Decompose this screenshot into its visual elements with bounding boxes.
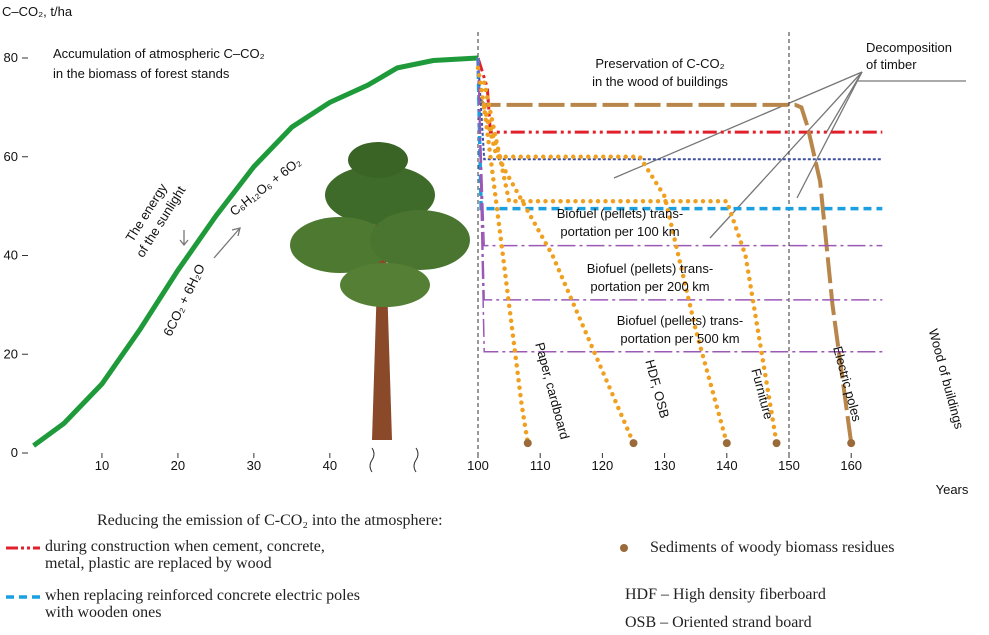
page: C–CO₂, t/ha Years 0 20 40 60 80 10 20 30 40 100 110 1…	[0, 0, 989, 635]
x-tick-label: 160	[840, 458, 862, 473]
x-tick-label: 10	[95, 458, 109, 473]
legend-swatch	[6, 592, 40, 602]
residue-point	[524, 439, 532, 447]
x-tick-label: 110	[530, 458, 551, 473]
x-tick-label: 120	[592, 458, 614, 473]
y-tick-label: 80	[4, 50, 18, 65]
x-tick-label: 30	[247, 458, 261, 473]
legend-entry: during construction when cement, concret…	[45, 538, 345, 572]
note: HDF – High density fiberboard	[625, 586, 826, 603]
legend-entry: Sediments of woody biomass residues	[650, 539, 894, 556]
legend-swatch	[6, 543, 40, 553]
tree-crown	[370, 210, 470, 270]
energy-arrow	[180, 230, 188, 245]
arrow	[797, 72, 862, 198]
y-axis-label: C–CO₂, t/ha	[2, 4, 73, 19]
x-tick-label: 130	[654, 458, 676, 473]
annotation: in the biomass of forest stands	[53, 66, 230, 81]
annotation: 6CO₂ + 6H₂O	[160, 262, 208, 339]
y-tick-label: 40	[4, 248, 18, 263]
note: OSB – Oriented strand board	[625, 614, 812, 631]
residue-point	[723, 439, 731, 447]
legend-entry: when replacing reinforced concrete elect…	[45, 587, 365, 621]
annotation: portation per 500 km	[620, 331, 739, 346]
arrow	[826, 72, 862, 133]
residue-point	[847, 439, 855, 447]
x-tick-label: 20	[171, 458, 185, 473]
chart: C–CO₂, t/ha Years 0 20 40 60 80 10 20 30 40 100 110 1…	[0, 0, 989, 505]
annotation: Decomposition	[866, 40, 952, 55]
series-label: HDF, OSB	[642, 358, 672, 420]
y-tick-label: 20	[4, 346, 18, 361]
tree-crown	[340, 263, 430, 307]
y-tick-label: 60	[4, 149, 18, 164]
residue-point	[630, 439, 638, 447]
annotation: Biofuel (pellets) trans-	[587, 261, 713, 276]
reaction-arrow	[214, 228, 240, 258]
annotation: Biofuel (pellets) trans-	[617, 313, 743, 328]
annotation: of timber	[866, 57, 917, 72]
residue-point	[773, 439, 781, 447]
axis-break	[370, 448, 418, 472]
break-mark	[414, 448, 418, 472]
x-tick-label: 140	[716, 458, 738, 473]
break-mark	[370, 448, 374, 472]
annotation: in the wood of buildings	[592, 74, 728, 89]
annotation: Accumulation of atmospheric C–CO₂	[53, 46, 265, 61]
series-line	[478, 68, 528, 443]
series-label: Paper, cardboard	[532, 341, 572, 441]
x-tick-label: 100	[467, 458, 489, 473]
tree-crown	[348, 142, 408, 178]
legend-title: Reducing the emission of C-CO₂ into the …	[97, 512, 443, 529]
annotation: portation per 200 km	[590, 279, 709, 294]
annotation: portation per 100 km	[560, 224, 679, 239]
x-tick-label: 150	[778, 458, 800, 473]
series-label: Furniture	[748, 367, 776, 421]
y-tick-label: 0	[11, 445, 18, 460]
series-label: Electric poles	[830, 345, 865, 424]
annotation: Biofuel (pellets) trans-	[557, 206, 683, 221]
x-axis-label: Years	[936, 482, 969, 497]
swatch-point	[620, 544, 628, 552]
legend-swatch	[612, 543, 646, 553]
series-label: Wood of buildings	[926, 327, 967, 431]
annotation: Preservation of C-CO₂	[595, 56, 724, 71]
tree	[290, 142, 470, 440]
x-tick-label: 40	[323, 458, 337, 473]
